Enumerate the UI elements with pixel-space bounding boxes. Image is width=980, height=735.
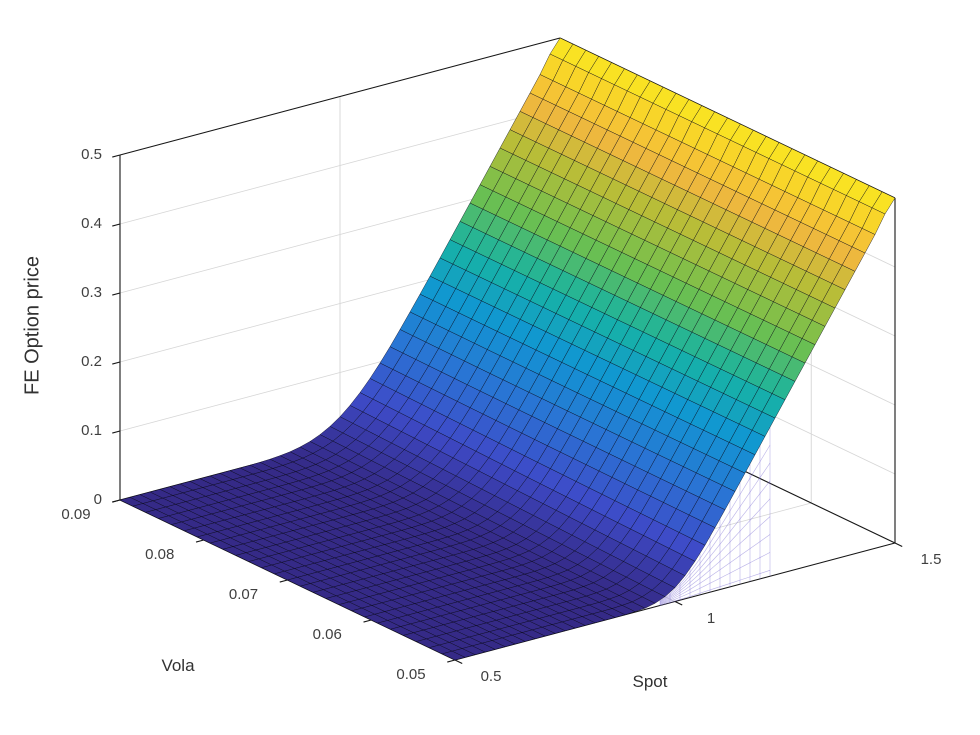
surface-plot-canvas xyxy=(0,0,980,735)
figure: FE Option price Spot Vola 0 0.1 0.2 0.3 0.4 0… xyxy=(0,0,980,735)
